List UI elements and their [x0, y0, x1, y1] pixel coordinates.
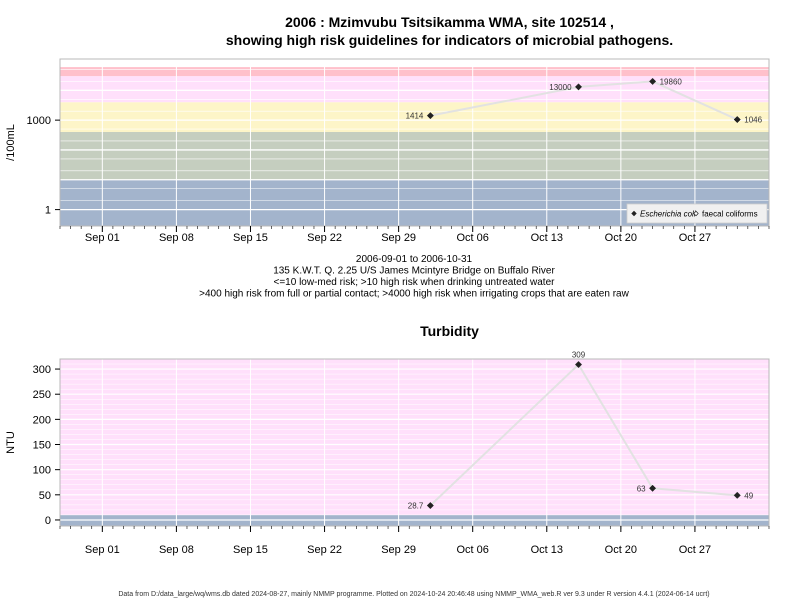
chart-0-series-0-point-2 — [649, 77, 657, 85]
chart-0-caption-line-2: <=10 low-med risk; >10 high risk when dr… — [274, 277, 556, 288]
chart-0-legend-marker-0 — [631, 210, 637, 217]
chart-1-y-tick-label-5: 250 — [33, 389, 51, 401]
chart-1-series-0-line — [429, 362, 738, 507]
chart-0-x-tick-label-1: Sep 08 — [159, 232, 194, 244]
chart-1-series-0-point-1 — [574, 360, 583, 369]
chart-0-caption-line-3: >400 high risk from full or partial cont… — [199, 289, 629, 300]
chart-1-x-tick-label-0: Sep 01 — [85, 544, 120, 556]
chart-0-risk-band-2 — [60, 102, 769, 133]
chart-1-x-tick-label-5: Oct 06 — [456, 544, 488, 556]
chart-1-x-tick-label-4: Sep 29 — [381, 544, 416, 556]
chart-1-x-tick-label-2: Sep 15 — [233, 544, 268, 556]
chart-1-x-tick-label-6: Oct 13 — [531, 544, 563, 556]
chart-0-x-tick-label-5: Oct 06 — [456, 232, 488, 244]
chart-0-x-tick-label-8: Oct 27 — [679, 232, 711, 244]
chart-1-plot-frame — [59, 358, 770, 527]
chart-1-x-tick-label-1: Sep 08 — [159, 544, 194, 556]
chart-1-y-tick-label-4: 200 — [33, 414, 51, 426]
chart-0-plot-frame — [59, 58, 770, 227]
chart-1-y-tick-label-3: 150 — [33, 440, 51, 452]
chart-1-title-line-0: Turbidity — [420, 323, 479, 339]
chart-1-x-tick-label-7: Oct 20 — [605, 544, 637, 556]
chart-0-legend-entry-1: faecal coliforms — [702, 210, 758, 219]
chart-1-x-tick-label-8: Oct 27 — [679, 544, 711, 556]
chart-1-x-tick-label-3: Sep 22 — [307, 544, 342, 556]
chart-0-caption-line-1: 135 K.W.T. Q. 2.25 U/S James Mcintyre Br… — [273, 266, 555, 277]
chart-0-risk-band-4 — [60, 67, 769, 77]
chart-1-y-tick-label-0: 0 — [45, 515, 51, 527]
chart-0-x-tick-label-3: Sep 22 — [307, 232, 342, 244]
chart-0-legend-entry-0: Escherichia coli — [640, 210, 696, 219]
chart-1-series-0-data-label-1: 309 — [572, 351, 586, 360]
chart-0-x-tick-label-2: Sep 15 — [233, 232, 268, 244]
chart-0-x-tick-label-7: Oct 20 — [605, 232, 637, 244]
footer-note: Data from D:/data_large/wq/wms.db dated … — [118, 591, 709, 598]
chart-0-series-0-data-label-1: 13000 — [549, 83, 572, 92]
chart-0-series-0-data-label-2: 19860 — [660, 77, 683, 86]
chart-0-x-tick-label-6: Oct 13 — [531, 232, 563, 244]
chart-0-series-0-line — [430, 80, 738, 121]
chart-1-series-0-point-0 — [426, 501, 434, 510]
chart-0-series-0-data-label-0: 1414 — [406, 112, 424, 121]
chart-1-series-0-data-label-0: 28.7 — [408, 502, 424, 511]
chart-0-y-axis-label: /100mL — [5, 124, 17, 161]
chart-1-risk-band-1 — [60, 359, 769, 515]
chart-0-risk-band-1 — [60, 132, 769, 180]
chart-1-y-tick-label-1: 50 — [39, 490, 51, 502]
chart-0-title-line-0: 2006 : Mzimvubu Tsitsikamma WMA, site 10… — [285, 14, 614, 30]
chart-0-x-tick-label-4: Sep 29 — [381, 232, 416, 244]
chart-0-caption-line-0: 2006-09-01 to 2006-10-31 — [356, 254, 473, 265]
chart-0-x-tick-label-0: Sep 01 — [85, 232, 120, 244]
chart-0-legend-marker-1 — [693, 210, 699, 217]
chart-1-y-tick-label-6: 300 — [33, 364, 51, 376]
chart-0-series-0-point-1 — [574, 83, 583, 91]
chart-1-y-axis-label: NTU — [5, 431, 17, 454]
chart-1-series-0-data-label-2: 63 — [637, 484, 646, 493]
chart-0-series-0-point-3 — [733, 115, 741, 124]
chart-0-y-tick-label-1: 1000 — [27, 115, 51, 127]
chart-1-y-tick-label-2: 100 — [33, 465, 51, 477]
chart-0-y-tick-label-0: 1 — [45, 205, 51, 217]
chart-0-series-0-data-label-3: 1046 — [744, 116, 762, 125]
chart-0-title-line-1: showing high risk guidelines for indicat… — [226, 32, 673, 48]
chart-0-series-0-point-0 — [426, 112, 434, 120]
chart-1-series-0-data-label-3: 49 — [744, 491, 753, 500]
chart-1-series-0-point-3 — [733, 491, 741, 499]
chart-1-series-0-point-2 — [649, 484, 657, 492]
